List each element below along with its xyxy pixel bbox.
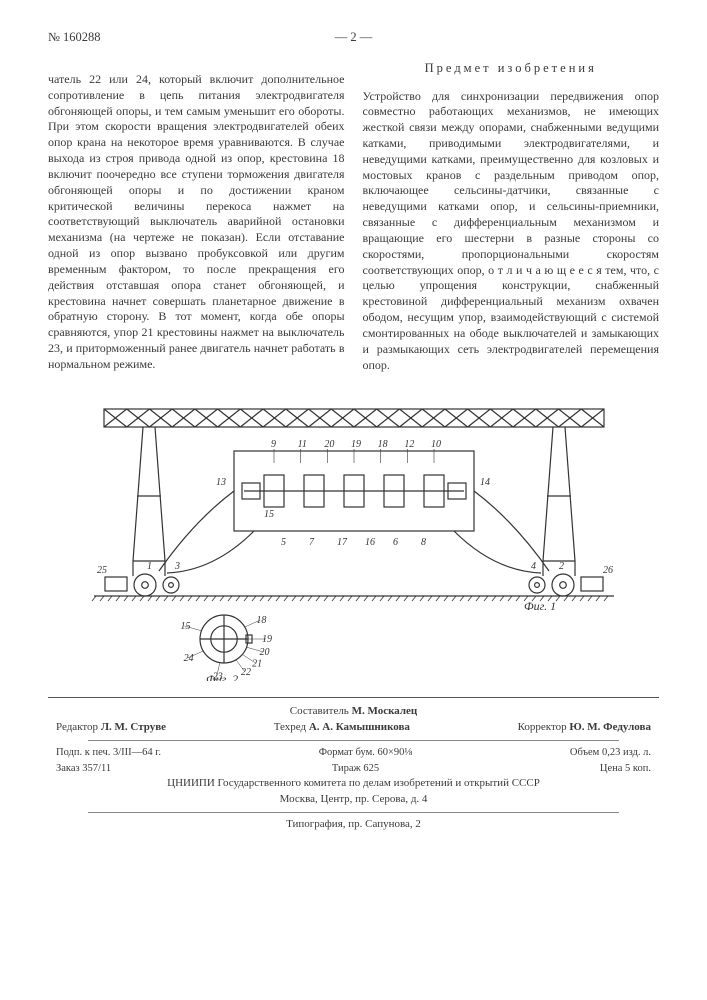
svg-text:19: 19 — [351, 439, 361, 450]
right-paragraph: Устройство для синхронизации передвижени… — [363, 89, 660, 374]
svg-text:18: 18 — [256, 615, 266, 626]
svg-text:6: 6 — [393, 537, 398, 548]
svg-text:7: 7 — [309, 537, 315, 548]
figure-svg: 91120191812105717166813151425134226Фиг. … — [74, 401, 634, 681]
paper-format: Формат бум. 60×90⅛ — [319, 745, 413, 760]
separator — [48, 697, 659, 698]
svg-text:20: 20 — [259, 647, 269, 658]
compiler-name: М. Москалец — [352, 705, 418, 717]
svg-text:21: 21 — [252, 659, 262, 670]
tech-editor: Техред А. А. Камышникова — [274, 720, 410, 736]
volume: Объем 0,23 изд. л. — [570, 745, 651, 760]
svg-text:5: 5 — [281, 537, 286, 548]
svg-text:20: 20 — [324, 439, 334, 450]
svg-text:3: 3 — [174, 561, 180, 572]
thin-separator — [88, 740, 619, 741]
print-specs-row-1: Подп. к печ. 3/III—64 г. Формат бум. 60×… — [48, 745, 659, 760]
svg-text:24: 24 — [183, 653, 193, 664]
right-column: Предмет изобретения Устройство для синхр… — [363, 60, 660, 385]
svg-text:2: 2 — [559, 561, 564, 572]
svg-text:19: 19 — [262, 634, 272, 645]
svg-text:18: 18 — [377, 439, 387, 450]
svg-text:10: 10 — [431, 439, 441, 450]
svg-text:14: 14 — [480, 477, 490, 488]
print-specs-row-2: Заказ 357/11 Тираж 625 Цена 5 коп. — [48, 761, 659, 776]
corrector: Корректор Ю. М. Федулова — [518, 720, 651, 736]
svg-text:15: 15 — [264, 509, 274, 520]
header: № 160288 — 2 — — [48, 30, 659, 46]
address: Москва, Центр, пр. Серова, д. 4 — [48, 792, 659, 808]
svg-text:26: 26 — [603, 565, 613, 576]
svg-text:1: 1 — [147, 561, 152, 572]
svg-text:4: 4 — [531, 561, 536, 572]
print-run: Тираж 625 — [332, 761, 379, 776]
svg-text:12: 12 — [404, 439, 414, 450]
svg-text:25: 25 — [97, 565, 107, 576]
svg-text:9: 9 — [271, 439, 276, 450]
svg-text:11: 11 — [297, 439, 306, 450]
text-columns: чатель 22 или 24, который включит дополн… — [48, 60, 659, 385]
staff-row: Редактор Л. М. Струве Техред А. А. Камыш… — [48, 720, 659, 736]
compiler-label: Составитель — [290, 705, 349, 717]
organization: ЦНИИПИ Государственного комитета по дела… — [48, 776, 659, 792]
price: Цена 5 коп. — [600, 761, 651, 776]
svg-text:Фиг. 1: Фиг. 1 — [524, 599, 556, 613]
svg-text:13: 13 — [216, 477, 226, 488]
editor: Редактор Л. М. Струве — [56, 720, 166, 736]
document-number: № 160288 — [48, 30, 101, 45]
left-column: чатель 22 или 24, который включит дополн… — [48, 60, 345, 385]
svg-text:Фиг. 2: Фиг. 2 — [206, 672, 238, 681]
printer: Типография, пр. Сапунова, 2 — [48, 817, 659, 833]
svg-text:17: 17 — [337, 537, 348, 548]
order-number: Заказ 357/11 — [56, 761, 111, 776]
svg-text:8: 8 — [421, 537, 426, 548]
thin-separator-2 — [88, 812, 619, 813]
print-date: Подп. к печ. 3/III—64 г. — [56, 745, 161, 760]
left-paragraph: чатель 22 или 24, который включит дополн… — [48, 72, 345, 373]
page-number: — 2 — — [335, 30, 373, 45]
imprint-block: Составитель М. Москалец Редактор Л. М. С… — [48, 704, 659, 832]
claims-title: Предмет изобретения — [363, 60, 660, 77]
figure: 91120191812105717166813151425134226Фиг. … — [48, 401, 659, 681]
svg-text:16: 16 — [365, 537, 375, 548]
compiler-line: Составитель М. Москалец — [48, 704, 659, 720]
